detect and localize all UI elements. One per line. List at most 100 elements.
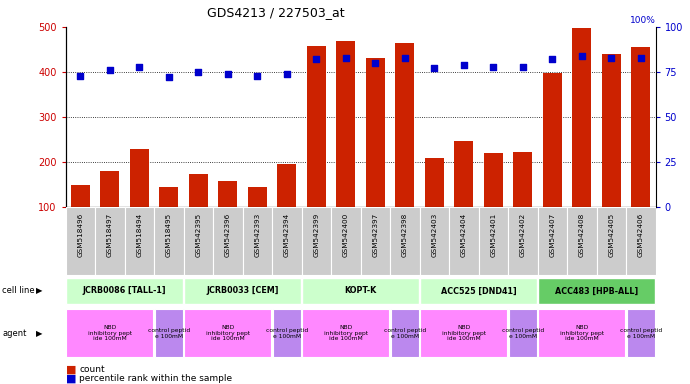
Bar <box>154 207 184 275</box>
Text: GSM518497: GSM518497 <box>107 213 112 257</box>
Bar <box>95 207 124 275</box>
Bar <box>424 158 444 253</box>
Text: cell line: cell line <box>2 286 34 295</box>
Text: percentile rank within the sample: percentile rank within the sample <box>79 374 233 383</box>
Bar <box>513 152 533 253</box>
Bar <box>572 28 591 253</box>
Text: NBD
inhibitory pept
ide 100mM: NBD inhibitory pept ide 100mM <box>560 325 604 341</box>
Text: GSM518495: GSM518495 <box>166 213 172 257</box>
Text: GSM542394: GSM542394 <box>284 213 290 257</box>
Bar <box>449 207 479 275</box>
Point <box>252 73 263 79</box>
Text: control peptid
e 100mM: control peptid e 100mM <box>502 328 544 339</box>
Text: control peptid
e 100mM: control peptid e 100mM <box>148 328 190 339</box>
Text: control peptid
e 100mM: control peptid e 100mM <box>620 328 662 339</box>
Bar <box>124 207 154 275</box>
Bar <box>509 309 537 358</box>
Text: GSM518496: GSM518496 <box>77 213 83 257</box>
Bar <box>159 187 179 253</box>
Bar <box>538 207 567 275</box>
Text: agent: agent <box>2 329 26 338</box>
Text: GSM542406: GSM542406 <box>638 213 644 257</box>
Bar <box>602 54 621 253</box>
Point <box>75 73 86 79</box>
Bar <box>218 181 237 253</box>
Bar <box>454 141 473 253</box>
Bar <box>420 207 449 275</box>
Bar <box>184 309 271 358</box>
Bar <box>484 153 503 253</box>
Point <box>193 69 204 75</box>
Text: ▶: ▶ <box>36 329 42 338</box>
Bar <box>272 207 302 275</box>
Text: GSM542401: GSM542401 <box>491 213 496 257</box>
Text: GSM542402: GSM542402 <box>520 213 526 257</box>
Text: NBD
inhibitory pept
ide 100mM: NBD inhibitory pept ide 100mM <box>324 325 368 341</box>
Point <box>428 65 440 71</box>
Bar <box>248 187 267 253</box>
Text: NBD
inhibitory pept
ide 100mM: NBD inhibitory pept ide 100mM <box>206 325 250 341</box>
Point <box>458 62 469 68</box>
Text: GSM542403: GSM542403 <box>431 213 437 257</box>
Bar <box>302 207 331 275</box>
Point <box>370 60 381 66</box>
Point <box>546 56 558 63</box>
Bar <box>391 309 419 358</box>
Text: GSM518494: GSM518494 <box>137 213 142 257</box>
Point <box>488 63 499 70</box>
Bar <box>273 309 301 358</box>
Bar <box>130 149 149 253</box>
Bar <box>336 41 355 253</box>
Bar <box>420 309 507 358</box>
Text: GSM542407: GSM542407 <box>549 213 555 257</box>
Bar <box>361 207 390 275</box>
Text: control peptid
e 100mM: control peptid e 100mM <box>266 328 308 339</box>
Bar <box>277 164 297 253</box>
Bar <box>155 309 183 358</box>
Text: NBD
inhibitory pept
ide 100mM: NBD inhibitory pept ide 100mM <box>442 325 486 341</box>
Bar <box>184 278 301 304</box>
Bar <box>70 185 90 253</box>
Bar <box>66 278 183 304</box>
Bar <box>100 171 119 253</box>
Bar <box>243 207 272 275</box>
Text: ▶: ▶ <box>36 286 42 295</box>
Text: 100%: 100% <box>629 16 655 25</box>
Text: ■: ■ <box>66 364 76 374</box>
Bar <box>306 46 326 253</box>
Text: JCRB0033 [CEM]: JCRB0033 [CEM] <box>206 286 279 295</box>
Bar <box>66 309 153 358</box>
Point <box>310 56 322 63</box>
Text: ACC483 [HPB-ALL]: ACC483 [HPB-ALL] <box>555 286 638 295</box>
Point <box>282 71 293 77</box>
Bar <box>508 207 538 275</box>
Text: ACC525 [DND41]: ACC525 [DND41] <box>441 286 516 295</box>
Point <box>606 55 617 61</box>
Bar <box>567 207 597 275</box>
Text: GSM542398: GSM542398 <box>402 213 408 257</box>
Bar <box>479 207 508 275</box>
Text: NBD
inhibitory pept
ide 100mM: NBD inhibitory pept ide 100mM <box>88 325 132 341</box>
Bar <box>366 58 385 253</box>
Bar <box>420 278 537 304</box>
Point <box>518 63 529 70</box>
Text: JCRB0086 [TALL-1]: JCRB0086 [TALL-1] <box>83 286 166 295</box>
Bar <box>631 47 651 253</box>
Text: GSM542405: GSM542405 <box>609 213 614 257</box>
Bar <box>188 174 208 253</box>
Text: GSM542400: GSM542400 <box>343 213 348 257</box>
Bar <box>331 207 361 275</box>
Point <box>164 74 175 81</box>
Bar <box>542 73 562 253</box>
Text: GSM542396: GSM542396 <box>225 213 230 257</box>
Bar <box>66 207 95 275</box>
Point <box>340 55 351 61</box>
Bar <box>627 309 655 358</box>
Bar <box>184 207 213 275</box>
Text: count: count <box>79 365 105 374</box>
Bar <box>597 207 626 275</box>
Bar <box>395 43 415 253</box>
Bar <box>538 278 655 304</box>
Bar <box>213 207 243 275</box>
Text: GSM542393: GSM542393 <box>255 213 260 257</box>
